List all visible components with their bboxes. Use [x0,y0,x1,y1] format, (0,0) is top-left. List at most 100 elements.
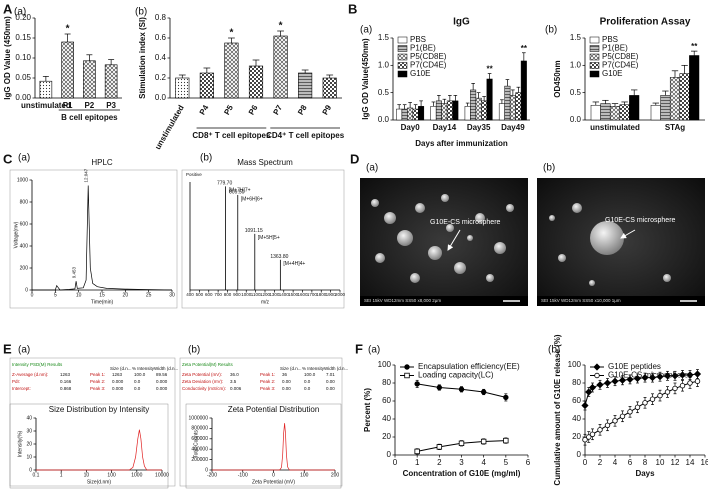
panel-tag: (a) [366,163,378,174]
x-tick-label: 16 [701,458,708,467]
marker [436,384,443,391]
summary-cell: 0.166 [60,379,72,384]
panel-tag: (b) [548,345,560,356]
microsphere [549,215,555,221]
marker [672,385,678,392]
marker [619,413,626,419]
figure-label: B [348,1,357,16]
legend-label: P7(CD4E) [410,61,447,70]
x-tick-label: P9 [321,103,334,116]
panel-tag: (a) [14,7,26,18]
marker [603,379,612,387]
y-tick-label: 0 [205,467,208,473]
bar [452,100,459,121]
info-bar [360,296,528,306]
bar [486,78,493,121]
table-cell: 7.01 [326,372,335,377]
marker [657,392,663,399]
summary-cell: 0.006 [230,386,242,391]
marker [641,374,649,382]
panel-tag: (b) [135,7,147,18]
table-header: % Intensity [132,366,155,371]
microsphere [475,213,485,223]
peak-value: 909.50 [229,189,245,195]
summary-cell: Zeta Deviation (mV): [182,379,223,384]
marker [678,371,687,379]
marker [687,380,693,386]
figure-label: E [3,341,12,356]
figure-label: D [350,151,359,166]
y-tick-label: 20 [382,432,391,441]
y-tick-label: 600000 [191,436,208,442]
plot-frame [185,403,342,489]
x-tick-label: 800 [224,292,232,297]
microsphere [663,274,671,282]
microsphere [467,235,473,241]
x-tick-label: 4 [613,458,618,467]
x-tick-label: 1800 [316,292,327,297]
x-tick-label: 25 [146,292,152,298]
table-cell: 1263 [112,372,123,377]
x-tick-label: unstimulated [21,101,71,110]
table-cell: Peak 3: [90,386,105,391]
summary-cell: Zeta Potential (mV): [182,372,222,377]
bar [669,77,681,121]
legend-label: Encapsulation efficiency(EE) [418,362,520,371]
legend-label: P5(CD8E) [410,52,447,61]
x-tick-label: P4 [198,103,211,116]
legend-swatch [589,36,600,44]
y-tick-label: 0.05 [15,73,31,82]
y-axis-label: IgG OD Value (450nm) [3,16,12,100]
x-tick-label: Day35 [467,123,491,132]
legend-swatch [589,70,600,78]
marker [589,431,596,437]
panel-tag: (a) [360,25,372,36]
table-cell: 100.0 [134,372,146,377]
x-tick-label: 0 [31,292,34,298]
y-tick-label: 800000 [191,426,208,432]
legend-label: G10E-CS microspheres [608,371,692,380]
summary-cell: Conductivity (mS/cm): [182,386,226,391]
bar [609,106,621,121]
y-axis-label: Total Counts [193,430,199,458]
x-tick-label: P5 [222,103,235,116]
chart-title: Mass Spectrum [237,158,293,167]
microsphere [494,242,506,254]
table-cell: Peak 1: [90,372,105,377]
microsphere [558,254,566,262]
bar [679,73,690,121]
table-cell: 36 [282,372,288,377]
x-tick-label: 400 [186,292,194,297]
table-cell: 0.000 [112,386,124,391]
x-tick-label: 14 [686,458,695,467]
bar [175,77,190,99]
bar [248,65,264,99]
legend-label: Loading capacity(LC) [418,371,494,380]
x-tick-label: 2 [437,458,442,467]
marker [679,383,686,389]
marker [458,440,465,446]
bar [435,100,442,121]
table-cell: 0.0 [304,379,311,384]
y-tick-label: 0.5 [570,88,582,97]
bar [430,106,437,121]
table-cell: Peak 2: [260,379,275,384]
y-tick-label: 0.0 [378,115,390,124]
y-tick-label: 400000 [191,447,208,453]
legend-label: PBS [410,35,426,44]
ion-label: [M+4H]4+ [283,261,305,267]
y-axis-label: Intensity(%) [17,430,23,457]
y-tick-label: 0.20 [15,13,31,22]
group-label: B cell epitopes [61,113,118,122]
y-tick-label: 40 [382,414,391,423]
bar [650,104,661,121]
significance: * [66,24,70,35]
marker [649,396,656,402]
x-tick-label: 1400 [279,292,290,297]
bar [504,85,511,121]
x-tick-label: 30 [169,292,175,298]
panel-tag: (b) [200,153,212,164]
figure-label: F [355,341,363,356]
report-title: Intensity PSD(M) Results [12,362,63,367]
marker [414,381,420,387]
